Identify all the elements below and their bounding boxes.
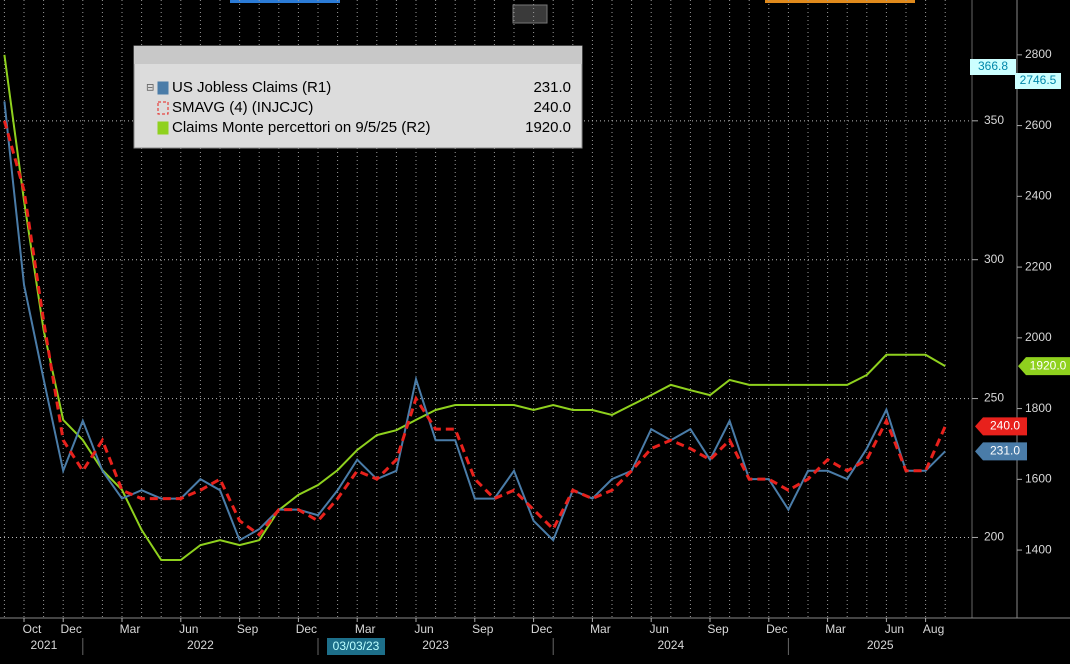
last-value-tag <box>975 442 1027 461</box>
y2-tick-label: 2600 <box>1025 118 1052 132</box>
legend-icon: ⊟ <box>146 83 154 94</box>
legend-label: US Jobless Claims (R1) <box>172 79 331 96</box>
legend-rows: US Jobless Claims (R1) 231.0 SMAVG (4) (IN… <box>157 79 571 136</box>
cursor-date-box <box>327 638 385 655</box>
x-tick-label: Sep <box>237 622 259 636</box>
chart-menu[interactable] <box>512 4 548 24</box>
legend-marker <box>157 101 169 115</box>
y2-tick-label: 2800 <box>1025 47 1052 61</box>
plot <box>0 0 972 618</box>
series-line <box>3 54 946 561</box>
last-value-tag <box>975 417 1027 436</box>
last-value-label: 1920.0 <box>1030 358 1067 372</box>
x-tick-label: Jun <box>414 622 433 636</box>
x-tick-label: Mar <box>825 622 846 636</box>
x-tick-label: Aug <box>923 622 944 636</box>
x-tick-label: Dec <box>296 622 317 636</box>
x-tick-label: Dec <box>531 622 552 636</box>
x-tick-label: Jun <box>885 622 904 636</box>
y-tick-label: 350 <box>984 113 1004 127</box>
cursor-tag <box>1015 73 1061 89</box>
y2-tick-label: 1800 <box>1025 401 1052 415</box>
last-value-label: 231.0 <box>990 444 1020 458</box>
x-tick-label: Mar <box>590 622 611 636</box>
x-tick-label: Jun <box>650 622 669 636</box>
legend-marker <box>157 81 169 95</box>
series-line <box>2 120 947 537</box>
y2-tick-label: 1600 <box>1025 472 1052 486</box>
legend-label: Claims Monte percettori on 9/5/25 (R2) <box>172 119 430 136</box>
cursor-label: 2746.5 <box>1020 73 1057 87</box>
x-tick-label: Mar <box>120 622 141 636</box>
y2-tick-label: 2200 <box>1025 259 1052 273</box>
y2-tick-label: 1400 <box>1025 542 1052 556</box>
year-label: 2023 <box>422 638 449 652</box>
x-tick-label: Dec <box>61 622 82 636</box>
y2-tick-label: 2400 <box>1025 189 1052 203</box>
x-tick-label: Dec <box>766 622 787 636</box>
top-tab <box>765 0 915 3</box>
top-tab <box>230 0 340 3</box>
series-line <box>3 101 946 543</box>
legend-marker <box>157 121 169 135</box>
y2-tick-label: 2000 <box>1025 330 1052 344</box>
last-value-label: 240.0 <box>990 419 1020 433</box>
x-tick-label: Mar <box>355 622 376 636</box>
legend-value: 240.0 <box>533 99 571 116</box>
x-tick-label: Sep <box>472 622 494 636</box>
year-label: 2024 <box>657 638 684 652</box>
legend-value: 231.0 <box>533 79 571 96</box>
y-tick-label: 300 <box>984 252 1004 266</box>
year-label: 2021 <box>31 638 58 652</box>
last-value-tag <box>1018 357 1070 376</box>
x-tick-label: Oct <box>23 622 42 636</box>
x-tick-label: Sep <box>707 622 729 636</box>
cursor-label: 366.8 <box>978 59 1008 73</box>
y-tick-label: 200 <box>984 530 1004 544</box>
cursor-date: 03/03/23 <box>333 639 380 653</box>
legend-value: 1920.0 <box>525 119 571 136</box>
legend-header <box>134 46 582 64</box>
cursor-tag <box>970 59 1016 75</box>
year-label: 2025 <box>867 638 894 652</box>
legend-label: SMAVG (4) (INJCJC) <box>172 99 313 116</box>
year-label: 2022 <box>187 638 214 652</box>
y-tick-label: 250 <box>984 391 1004 405</box>
legend: ⊟ US Jobless Claims (R1) 231.0 SMAVG (4) (… <box>133 45 583 149</box>
x-tick-label: Jun <box>179 622 198 636</box>
